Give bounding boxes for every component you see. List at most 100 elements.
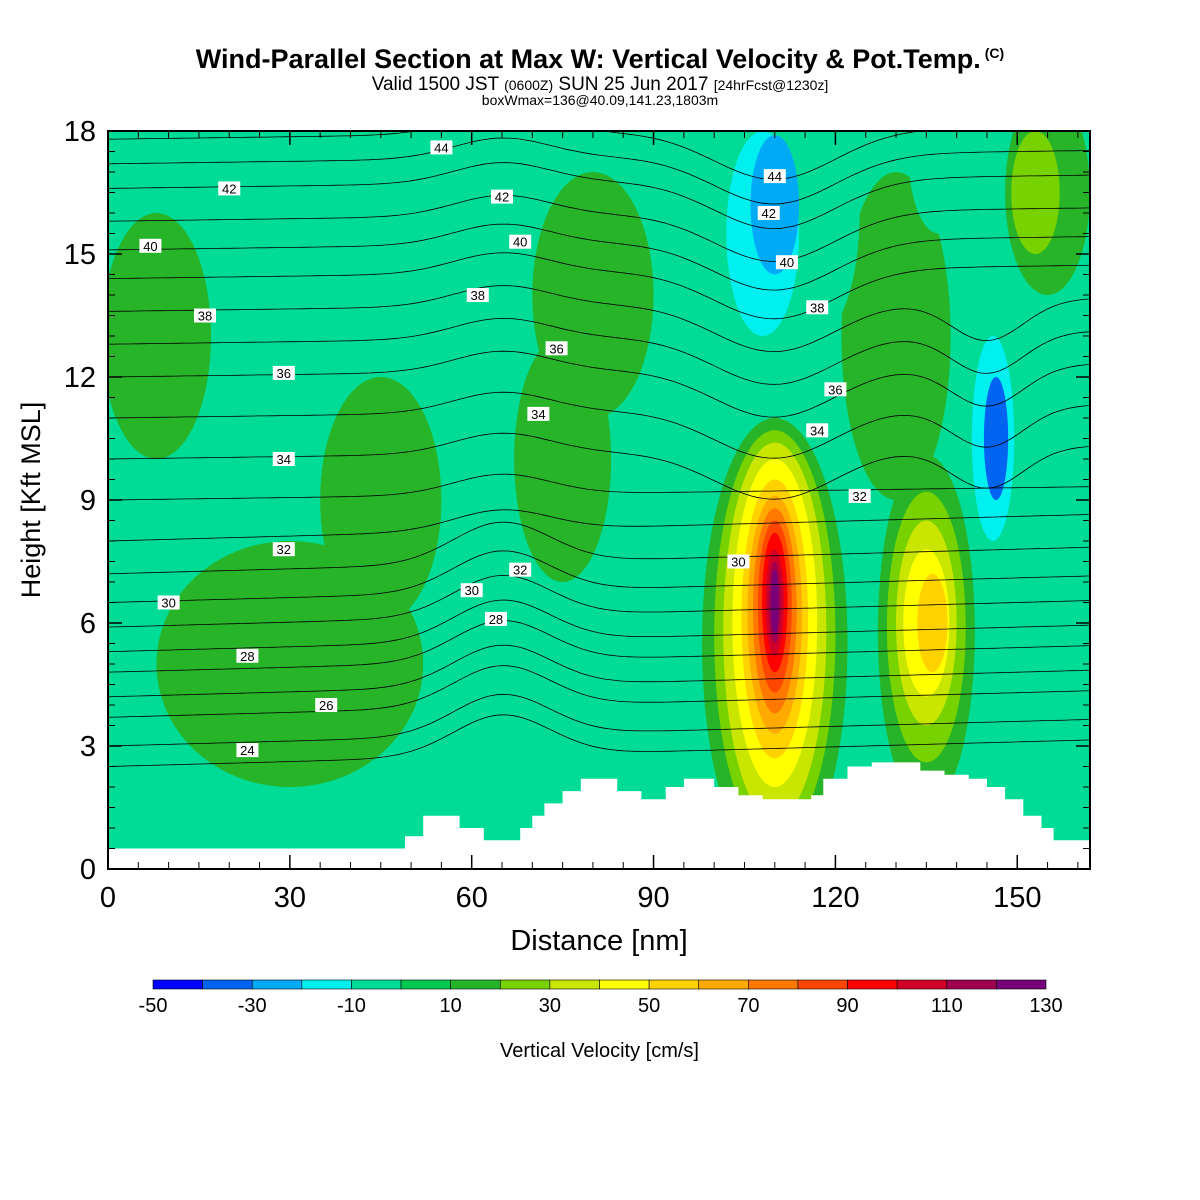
theta-label-text: 28	[240, 649, 254, 664]
theta-contour-8	[108, 521, 1090, 575]
colorbar-tick-30: 30	[539, 995, 561, 1017]
y-tick-label-12: 12	[64, 362, 96, 394]
theta-label-9: 34	[272, 452, 295, 467]
velocity-region-5	[532, 172, 654, 418]
theta-contour-17	[108, 223, 1090, 291]
theta-label-4: 40	[509, 234, 532, 250]
x-tick-label-0: 0	[100, 882, 116, 914]
velocity-region-34	[917, 573, 948, 673]
theta-label-box	[763, 169, 786, 184]
colorbar-swatch-15	[896, 979, 948, 990]
y-tick-label-15: 15	[64, 239, 96, 271]
colorbar-swatch-8	[549, 979, 600, 990]
theta-label-19: 24	[236, 743, 259, 758]
theta-label-text: 30	[731, 555, 745, 570]
colorbar-swatch-11	[698, 979, 749, 990]
theta-contour-7	[108, 550, 1090, 603]
theta-contour-20	[108, 137, 1090, 205]
terrain-shape	[108, 762, 1090, 869]
theta-label-text: 40	[143, 239, 157, 254]
theta-contour-4	[108, 620, 1090, 673]
colorbar-swatch-10	[648, 979, 700, 990]
theta-label-text: 32	[277, 542, 291, 557]
theta-label-17: 28	[484, 611, 507, 627]
theta-label-box	[824, 382, 847, 397]
velocity-region-2	[320, 377, 442, 623]
theta-label-text: 28	[489, 612, 503, 627]
forecast-info: [24hrFcst@1230z]	[713, 77, 829, 93]
velocity-region-13	[983, 377, 1009, 500]
colorbar-swatch-17	[996, 979, 1047, 990]
theta-label-box	[466, 288, 489, 302]
theta-label-box	[806, 423, 829, 438]
velocity-region-7	[859, 582, 884, 746]
theta-label-18: 26	[315, 698, 338, 713]
theta-label-box	[757, 206, 780, 220]
theta-contour-12	[108, 391, 1090, 459]
theta-label-14: 30	[460, 583, 483, 598]
theta-label-7: 36	[272, 365, 295, 381]
colorbar-swatch-14	[847, 979, 898, 990]
theta-label-0: 44	[430, 140, 453, 155]
theta-label-box	[509, 234, 532, 249]
theta-label-box	[430, 140, 453, 155]
colorbar-swatch-12	[748, 979, 799, 990]
theta-label-20: 44	[763, 169, 786, 184]
y-axis-label: Height [Kft MSL]	[16, 402, 46, 599]
colorbar-swatch-9	[599, 979, 650, 990]
theta-label-text: 36	[277, 366, 291, 381]
theta-label-12: 32	[509, 562, 532, 578]
theta-label-box	[491, 189, 514, 204]
theta-contour-10	[108, 473, 1090, 501]
theta-label-text: 36	[549, 341, 563, 356]
theta-contour-15	[108, 285, 1090, 353]
theta-label-21: 42	[757, 206, 780, 221]
theta-label-text: 40	[780, 255, 794, 270]
theta-label-box	[848, 488, 871, 503]
x-axis-label: Distance [nm]	[510, 925, 687, 957]
colorbar-swatch-4	[351, 979, 402, 990]
theta-label-15: 30	[727, 554, 750, 570]
velocity-region-29	[771, 569, 779, 636]
y-tick-label-0: 0	[80, 854, 96, 886]
theta-contour-18	[108, 194, 1090, 262]
theta-contour-11	[108, 432, 1090, 500]
colorbar-swatch-2	[251, 979, 303, 990]
theta-label-6: 38	[466, 288, 489, 303]
theta-label-box	[545, 341, 568, 356]
theta-label-text: 34	[277, 452, 291, 467]
theta-label-box	[236, 648, 259, 663]
theta-contour-19	[108, 162, 1090, 230]
colorbar: -50 -30 -10 10 30 50 70 90 110 130 Vertical Veloci…	[139, 979, 1063, 1062]
theta-contour-1	[108, 693, 1090, 747]
theta-label-box	[509, 562, 532, 577]
theta-contour-5	[108, 599, 1090, 653]
theta-label-text: 30	[161, 596, 175, 611]
colorbar-tick-90: 90	[836, 995, 858, 1017]
theta-label-box	[272, 365, 295, 380]
theta-label-box	[806, 300, 829, 315]
theta-contour-14	[108, 317, 1090, 385]
theta-label-23: 38	[806, 300, 829, 315]
colorbar-tick--30: -30	[238, 995, 267, 1017]
theta-label-8: 36	[545, 341, 568, 356]
terrain	[108, 762, 1090, 869]
theta-label-2: 42	[491, 189, 514, 205]
copyright-mark: (C)	[984, 45, 1005, 61]
theta-contours	[108, 131, 1090, 767]
theta-label-box	[272, 542, 295, 557]
theta-label-box	[157, 595, 180, 610]
x-tick-label-150: 150	[993, 882, 1041, 914]
theta-label-text: 34	[810, 423, 824, 438]
x-tick-label-90: 90	[637, 882, 669, 914]
theta-label-text: 44	[434, 140, 448, 155]
theta-label-1: 42	[218, 181, 241, 196]
theta-label-box	[272, 452, 295, 466]
colorbar-tick-10: 10	[440, 995, 462, 1017]
box-info: boxWmax=136@40.09,141.23,1803m	[481, 92, 719, 108]
colorbar-tick-70: 70	[737, 995, 759, 1017]
theta-label-box	[193, 308, 216, 323]
colorbar-swatch-7	[499, 979, 551, 990]
theta-label-25: 34	[806, 423, 829, 438]
